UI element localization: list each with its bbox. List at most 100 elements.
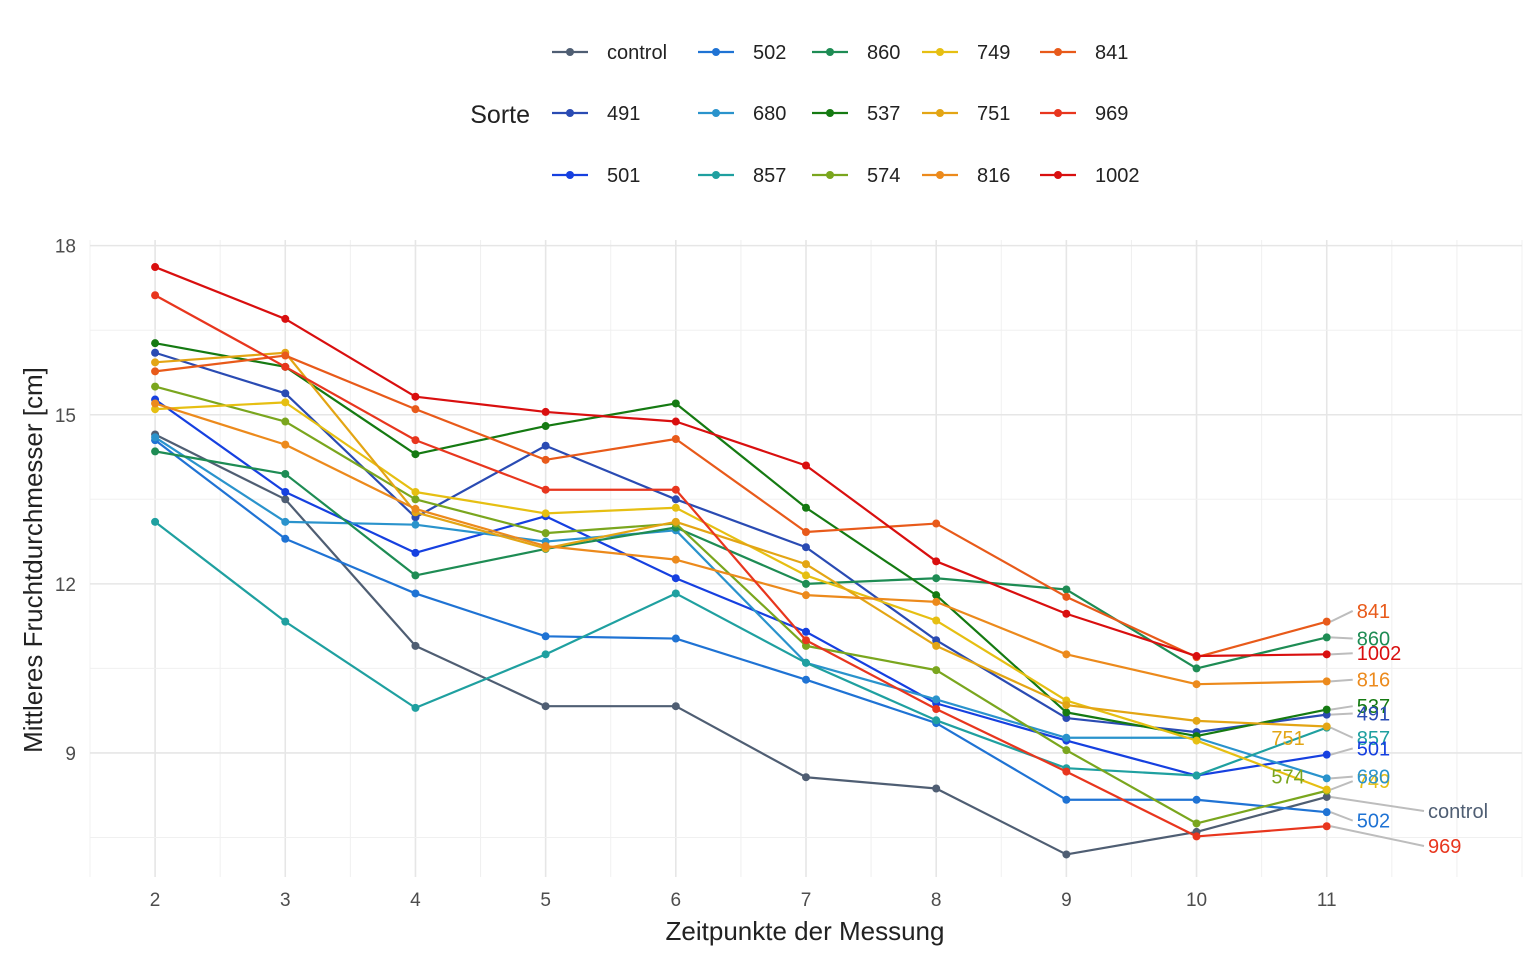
- data-point: [932, 616, 941, 625]
- data-point: [671, 503, 680, 512]
- data-point: [1322, 677, 1331, 686]
- data-point: [411, 504, 420, 513]
- series-line: [154, 385, 1327, 825]
- legend-label: 491: [607, 103, 640, 125]
- series-line: [154, 402, 1327, 686]
- data-point: [671, 399, 680, 408]
- data-point: [1062, 767, 1071, 776]
- data-point: [1192, 680, 1201, 689]
- data-point: [1192, 819, 1201, 828]
- legend-item-491: 491: [552, 103, 640, 125]
- data-point: [541, 485, 550, 494]
- legend-key-point: [936, 48, 944, 56]
- end-label: 680: [1357, 767, 1390, 789]
- data-point: [1322, 633, 1331, 642]
- legend-key-point: [936, 109, 944, 117]
- data-point: [932, 705, 941, 714]
- legend-label: 537: [867, 103, 900, 125]
- data-point: [281, 398, 290, 407]
- legend-key-point: [566, 171, 574, 179]
- end-label: control: [1428, 801, 1488, 823]
- label-leader: [1330, 636, 1353, 640]
- data-point: [1062, 650, 1071, 659]
- legend-item-857: 857: [698, 165, 786, 187]
- data-point: [802, 543, 810, 552]
- data-point: [671, 589, 680, 598]
- y-axis-label: Mittleres Fruchtdurchmesser [cm]: [18, 367, 48, 753]
- series-816: [151, 399, 1331, 689]
- data-point: [1192, 795, 1201, 804]
- data-point: [151, 291, 160, 300]
- x-tick-label: 9: [1061, 890, 1072, 911]
- legend-item-537: 537: [812, 103, 900, 125]
- data-point: [1062, 708, 1071, 717]
- label-leader: [1330, 825, 1425, 847]
- x-tick-label: 6: [671, 890, 682, 911]
- data-point: [1062, 609, 1071, 618]
- legend-key-point: [712, 48, 720, 56]
- end-label: 860: [1357, 629, 1390, 651]
- data-point: [541, 650, 550, 659]
- data-point: [541, 702, 550, 711]
- x-axis-label: Zeitpunkte der Messung: [666, 916, 945, 946]
- x-tick-label: 7: [801, 890, 812, 911]
- data-point: [151, 348, 160, 357]
- legend-key-point: [712, 109, 720, 117]
- data-point: [1322, 750, 1331, 759]
- data-point: [281, 469, 290, 478]
- legend-item-control: control: [552, 42, 667, 64]
- data-point: [541, 632, 550, 641]
- data-point: [802, 503, 810, 512]
- end-label: 749: [1357, 771, 1390, 793]
- data-point: [802, 627, 810, 636]
- x-tick-label: 11: [1317, 890, 1337, 911]
- end-label: 1002: [1357, 643, 1402, 665]
- legend-item-501: 501: [552, 165, 640, 187]
- series-control: [151, 430, 1331, 859]
- legend-label: 841: [1095, 42, 1128, 64]
- data-point: [1192, 832, 1201, 841]
- data-point: [1062, 850, 1071, 859]
- data-point: [671, 555, 680, 564]
- data-point: [281, 362, 290, 371]
- data-point: [151, 358, 160, 367]
- x-tick-label: 5: [540, 890, 551, 911]
- data-point: [932, 641, 941, 650]
- y-tick-label: 9: [65, 744, 76, 765]
- data-point: [1192, 716, 1201, 725]
- data-point: [1322, 774, 1331, 783]
- data-point: [932, 574, 941, 583]
- legend-key-point: [826, 48, 834, 56]
- data-point: [151, 517, 160, 526]
- data-point: [671, 485, 680, 494]
- x-tick-label: 3: [280, 890, 291, 911]
- label-leader: [1330, 726, 1354, 739]
- data-point: [802, 571, 810, 580]
- data-point: [411, 405, 420, 414]
- x-tick-label: 10: [1186, 890, 1207, 911]
- data-point: [1062, 592, 1071, 601]
- legend-item-969: 969: [1040, 103, 1128, 125]
- series-line: [154, 266, 1327, 658]
- data-point: [802, 560, 810, 569]
- data-point: [151, 447, 160, 456]
- series-layer: [151, 263, 1331, 859]
- data-point: [281, 314, 290, 323]
- data-point: [1192, 652, 1201, 661]
- data-point: [151, 405, 160, 414]
- end-label: 537: [1357, 696, 1390, 718]
- series-860: [151, 447, 1331, 673]
- legend-item-751: 751: [922, 103, 1010, 125]
- data-point: [671, 517, 680, 526]
- legend-key-point: [1054, 171, 1062, 179]
- data-point: [932, 519, 941, 528]
- legend-key-point: [826, 171, 834, 179]
- label-leader: [1330, 705, 1353, 711]
- legend-item-574: 574: [812, 165, 900, 187]
- x-axis-ticks: 2 3 4 5 6 7 8 9 10 11: [150, 890, 1337, 911]
- data-point: [1062, 585, 1071, 594]
- legend-key-point: [566, 109, 574, 117]
- legend-key-point: [566, 48, 574, 56]
- data-point: [932, 636, 941, 645]
